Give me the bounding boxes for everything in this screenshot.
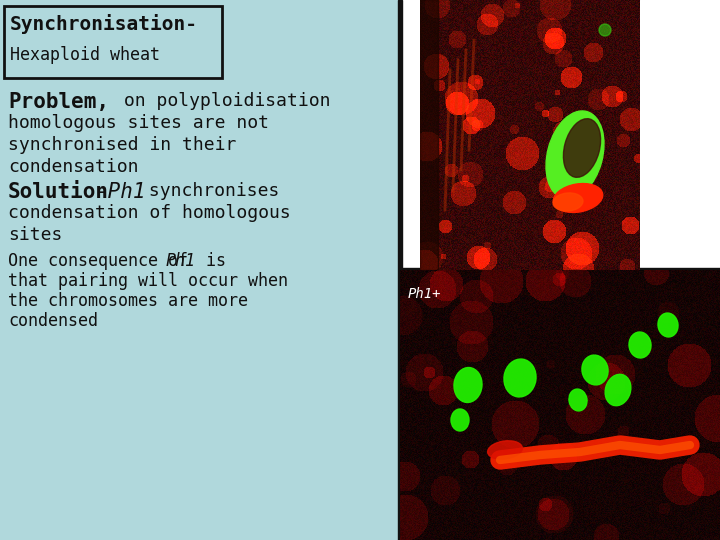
Bar <box>398 0 402 540</box>
Text: that pairing will occur when: that pairing will occur when <box>8 272 288 290</box>
Bar <box>400 268 720 272</box>
Bar <box>640 0 720 270</box>
Ellipse shape <box>553 184 603 212</box>
Text: synchronises: synchronises <box>138 182 279 200</box>
Ellipse shape <box>569 389 587 411</box>
Ellipse shape <box>454 368 482 402</box>
Text: -Ph1: -Ph1 <box>96 182 146 202</box>
Ellipse shape <box>658 313 678 337</box>
Ellipse shape <box>582 355 608 385</box>
Ellipse shape <box>504 359 536 397</box>
Text: One consequence of: One consequence of <box>8 252 198 270</box>
Text: condensation of homologous: condensation of homologous <box>8 204 291 222</box>
Bar <box>420 0 438 270</box>
Ellipse shape <box>487 441 523 459</box>
Bar <box>4 6 222 78</box>
Text: on polyploidisation: on polyploidisation <box>113 92 330 110</box>
Ellipse shape <box>546 111 604 199</box>
Text: synchronised in their: synchronised in their <box>8 136 236 154</box>
Text: Ph1: Ph1 <box>166 252 196 270</box>
Text: is: is <box>196 252 226 270</box>
Ellipse shape <box>629 332 651 358</box>
Text: condensation: condensation <box>8 158 138 176</box>
Text: Synchronisation-: Synchronisation- <box>10 14 198 34</box>
Bar <box>400 0 420 270</box>
Ellipse shape <box>553 193 583 211</box>
Ellipse shape <box>605 374 631 406</box>
Text: Problem,: Problem, <box>8 92 109 112</box>
Text: homologous sites are not: homologous sites are not <box>8 114 269 132</box>
Ellipse shape <box>563 119 600 177</box>
Ellipse shape <box>599 24 611 36</box>
Text: Solution: Solution <box>8 182 109 202</box>
Text: Hexaploid wheat: Hexaploid wheat <box>10 46 160 64</box>
Ellipse shape <box>451 409 469 431</box>
Text: sites: sites <box>8 226 63 244</box>
Text: the chromosomes are more: the chromosomes are more <box>8 292 248 310</box>
Text: Ph1+: Ph1+ <box>408 287 441 301</box>
Text: condensed: condensed <box>8 312 98 330</box>
